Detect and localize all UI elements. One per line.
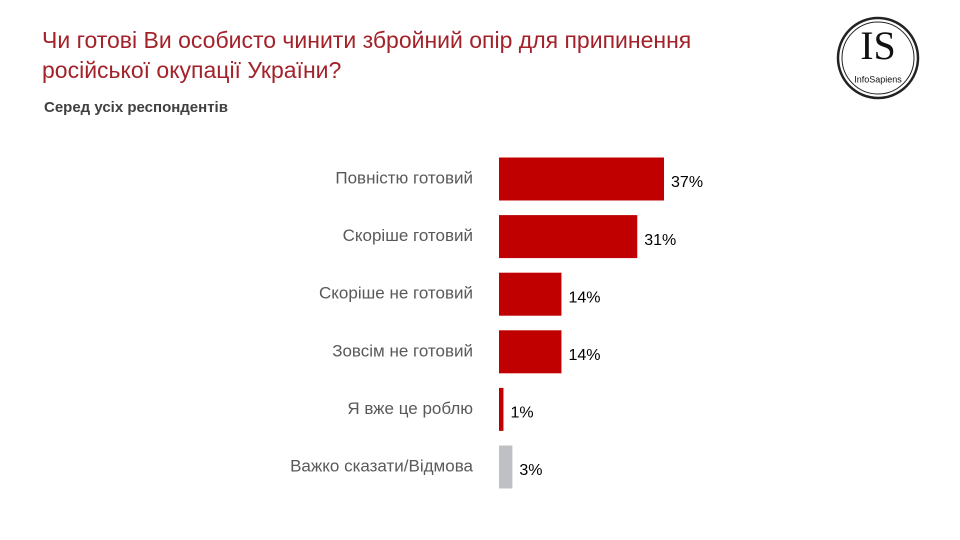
- category-label: Зовсім не готовий: [332, 341, 473, 360]
- logo-ring: [836, 16, 920, 100]
- chart-subtitle: Серед усіх респондентів: [44, 99, 228, 116]
- bar: [499, 445, 513, 489]
- logo: IS InfoSapiens: [836, 16, 920, 100]
- category-label: Важко сказати/Відмова: [290, 456, 473, 475]
- category-label: Я вже це роблю: [347, 399, 473, 418]
- category-label: Скоріше не готовий: [319, 284, 473, 303]
- bar: [499, 387, 504, 431]
- value-label: 31%: [644, 232, 676, 249]
- bar: [499, 330, 562, 374]
- category-label: Повністю готовий: [335, 168, 473, 187]
- bar: [499, 157, 665, 201]
- chart-title: Чи готові Ви особисто чинити збройний оп…: [42, 27, 691, 53]
- chart-title: російської окупації України?: [42, 57, 341, 83]
- logo-mark: IS: [860, 23, 896, 68]
- value-label: 14%: [568, 289, 600, 306]
- value-label: 37%: [671, 174, 703, 191]
- value-label: 14%: [568, 347, 600, 364]
- value-label: 1%: [510, 405, 533, 422]
- logo-ring: [841, 21, 915, 95]
- bar: [499, 272, 562, 316]
- value-label: 3%: [519, 462, 542, 479]
- bar: [499, 215, 638, 259]
- logo-name: InfoSapiens: [854, 74, 902, 84]
- category-label: Скоріше готовий: [343, 226, 473, 245]
